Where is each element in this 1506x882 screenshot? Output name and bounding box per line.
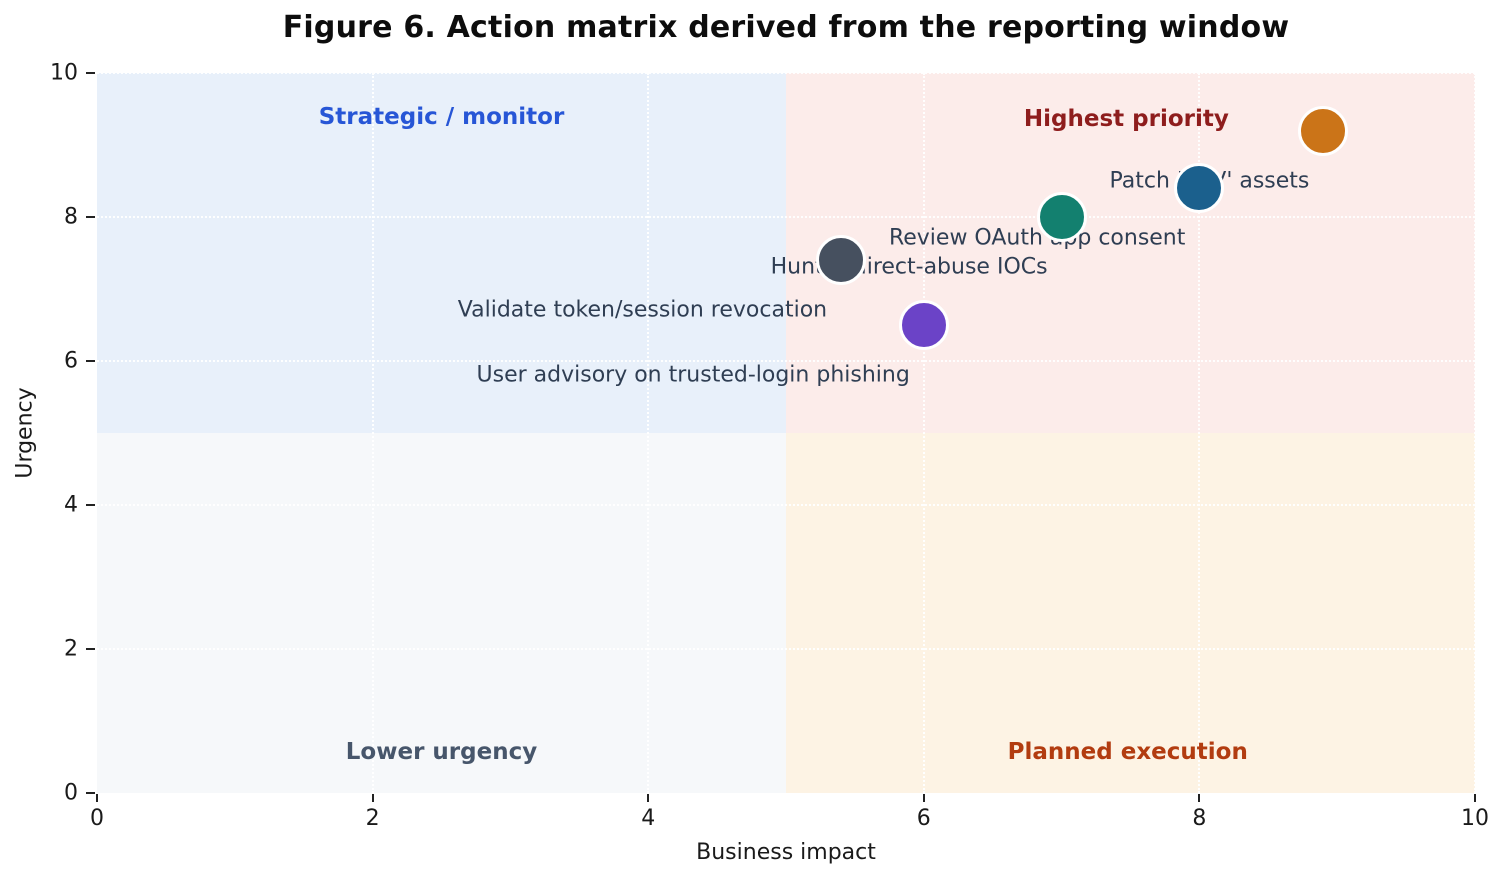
x-tick-mark bbox=[1198, 794, 1201, 802]
x-tick-mark bbox=[922, 794, 925, 802]
plot-area: Strategic / monitor Highest priority Lower… bbox=[13, 61, 1490, 866]
quadrant-label-top-left: Strategic / monitor bbox=[318, 104, 565, 130]
x-tick-label: 2 bbox=[365, 806, 380, 831]
point-annotation: Validate token/session revocation bbox=[457, 297, 828, 323]
x-tick-label: 8 bbox=[1192, 806, 1207, 831]
y-tick-label: 6 bbox=[64, 348, 78, 374]
x-tick-mark bbox=[371, 794, 374, 802]
x-tick-mark bbox=[1474, 794, 1476, 802]
data-point bbox=[898, 300, 949, 350]
y-tick-mark bbox=[86, 216, 95, 218]
ticks-layer: 0 2 4 6 8 10 0 2 4 6 8 10 bbox=[50, 61, 1489, 832]
y-axis-label: Urgency bbox=[12, 387, 38, 479]
x-tick-label: 4 bbox=[641, 806, 656, 831]
data-point bbox=[816, 235, 867, 286]
quadrant-label-top-right: Highest priority bbox=[1023, 106, 1229, 132]
y-tick-mark bbox=[86, 792, 95, 794]
y-tick-mark bbox=[86, 72, 95, 74]
point-annotation: Review OAuth app consent bbox=[888, 225, 1186, 251]
quadrant-label-bottom-right: Planned execution bbox=[1007, 739, 1248, 765]
quadrant-strategic-monitor bbox=[97, 73, 786, 433]
x-tick-label: 0 bbox=[90, 806, 104, 831]
y-tick-label: 4 bbox=[64, 492, 78, 518]
y-tick-label: 10 bbox=[50, 60, 78, 86]
x-tick-label: 10 bbox=[1461, 806, 1489, 831]
quadrant-planned-execution bbox=[786, 433, 1475, 793]
y-tick-mark bbox=[86, 360, 95, 362]
point-annotation: User advisory on trusted-login phishing bbox=[476, 362, 910, 388]
x-tick-mark bbox=[96, 794, 98, 802]
data-point bbox=[1174, 163, 1225, 214]
x-axis-label: Business impact bbox=[696, 840, 876, 865]
points-layer bbox=[97, 73, 1475, 793]
quadrant-labels-layer: Strategic / monitor Highest priority Lower… bbox=[97, 73, 1475, 793]
x-tick-label: 6 bbox=[916, 806, 931, 831]
y-tick-label: 8 bbox=[64, 204, 78, 230]
data-point bbox=[1036, 192, 1087, 242]
x-tick-mark bbox=[647, 794, 650, 802]
quadrant-highest-priority bbox=[786, 73, 1475, 433]
y-tick-label: 2 bbox=[64, 636, 78, 662]
figure-title: Figure 6. Action matrix derived from the… bbox=[282, 10, 1290, 45]
data-point bbox=[1298, 105, 1349, 156]
quadrant-lower-urgency bbox=[97, 433, 786, 793]
y-tick-label: 0 bbox=[64, 780, 78, 806]
y-tick-mark bbox=[86, 648, 95, 650]
y-tick-mark bbox=[86, 504, 95, 506]
quadrant-label-bottom-left: Lower urgency bbox=[345, 739, 538, 765]
